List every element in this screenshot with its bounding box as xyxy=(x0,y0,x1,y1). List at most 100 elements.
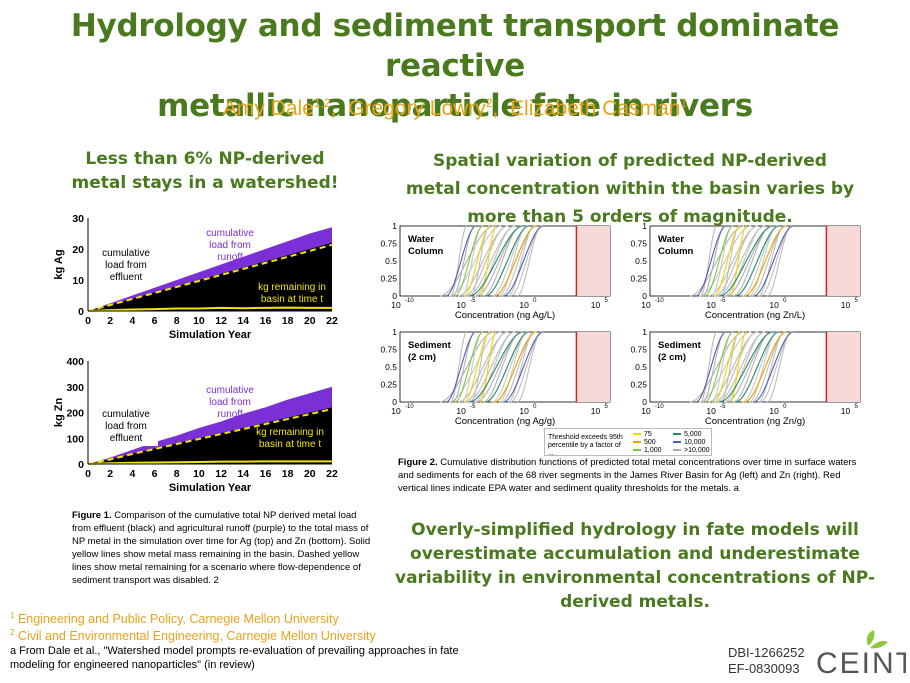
legend-item: 5,000 xyxy=(673,431,702,439)
legend-swatch xyxy=(633,449,641,452)
cdf-x-tick: 10 xyxy=(641,300,651,310)
logo-text: CEINT xyxy=(816,647,906,680)
left-heading-line: Less than 6% NP-derived xyxy=(85,149,325,169)
right-heading-line: metal concentration within the basin var… xyxy=(405,179,855,199)
cdf-y-tick: 1 xyxy=(642,221,647,231)
x-tick-label: 6 xyxy=(152,468,158,480)
panel-label-bg xyxy=(654,230,702,260)
cdf-x-tick-exponent: 0 xyxy=(783,404,787,410)
legend-label: 75 xyxy=(644,431,652,438)
conclusion-line: variability in environmental concentrati… xyxy=(394,568,876,588)
affiliation-sup: 2 xyxy=(10,628,15,637)
cdf-y-tick: 0.25 xyxy=(380,380,397,390)
cdf-curve xyxy=(695,331,727,403)
cdf-x-tick: 10 xyxy=(706,406,716,416)
cdf-x-tick: 10 xyxy=(706,300,716,310)
legend-swatch xyxy=(673,441,681,444)
y-tick-label: 300 xyxy=(66,382,84,394)
cdf-curve xyxy=(744,225,787,297)
panel-label: Water xyxy=(408,234,434,245)
ag-load-chart: 0 2 4 6 8 10 12 14 16 18 20 22 0 10 20 30 Simulation Yea… xyxy=(53,213,338,341)
remaining-line xyxy=(87,460,332,465)
x-tick-label: 12 xyxy=(215,315,227,327)
panel-label-bg xyxy=(654,336,702,366)
dashed-scenario-line xyxy=(87,243,333,312)
cdf-x-axis-label: Concentration (ng Ag/L) xyxy=(455,310,555,321)
y-tick-label: 0 xyxy=(78,459,84,471)
runoff-annotation: cumulative xyxy=(206,385,254,396)
cdf-x-tick-exponent: 5 xyxy=(855,404,859,410)
cdf-x-axis-label: Concentration (ng Zn/L) xyxy=(705,310,805,321)
cdf-y-tick: 0 xyxy=(642,397,647,407)
cdf-x-tick: 10 xyxy=(519,406,529,416)
panel-label: Column xyxy=(408,246,444,257)
cdf-x-tick-exponent: -5 xyxy=(470,404,476,410)
cdf-curve xyxy=(503,331,544,403)
legend-label: 500 xyxy=(644,439,656,446)
figure-1-caption: Figure 1. Comparison of the cumulative t… xyxy=(72,509,372,587)
cdf-curve xyxy=(735,225,780,297)
cdf-x-tick-exponent: -5 xyxy=(720,298,726,304)
legend-swatch xyxy=(633,433,641,436)
cdf-curve xyxy=(700,225,718,297)
cdf-curve xyxy=(450,225,468,297)
y-axis-label: kg Zn xyxy=(53,398,65,428)
legend-item: >10,000 xyxy=(673,447,710,455)
zn-load-chart: 0 2 4 6 8 10 12 14 16 18 20 22 0 100 200 300 400 Simulati… xyxy=(53,356,338,494)
figure-2-caption: Figure 2. Cumulative distribution functi… xyxy=(398,456,868,495)
cdf-y-tick: 0.5 xyxy=(385,256,397,266)
x-tick-label: 10 xyxy=(193,468,205,480)
cdf-x-tick-exponent: -10 xyxy=(405,298,414,304)
cdf-curve xyxy=(448,225,502,297)
x-tick-label: 18 xyxy=(282,468,294,480)
effluent-annotation: effluent xyxy=(110,433,143,444)
cdf-x-tick: 10 xyxy=(641,406,651,416)
y-tick-label: 10 xyxy=(72,275,84,287)
cdf-x-tick-exponent: 5 xyxy=(605,298,609,304)
cdf-curve xyxy=(689,331,745,403)
runoff-annotation: runoff xyxy=(217,252,243,263)
cdf-y-tick: 0.25 xyxy=(380,274,397,284)
cdf-curve xyxy=(494,225,537,297)
x-tick-label: 0 xyxy=(85,468,91,480)
cdf-curve xyxy=(479,225,497,297)
cdf-curve xyxy=(700,331,718,403)
legend-title: Threshold exceeds 95th xyxy=(548,434,623,441)
conclusion-line: derived metals. xyxy=(560,592,710,612)
legend-label: >10,000 xyxy=(684,447,710,454)
legend-label: 5,000 xyxy=(684,431,702,438)
panel-label: Sediment xyxy=(408,340,452,351)
runoff-annotation: load from xyxy=(209,240,251,251)
remaining-annotation: kg remaining in xyxy=(256,427,324,438)
cdf-curve xyxy=(753,225,794,297)
cdf-curve xyxy=(439,331,495,403)
cdf-y-tick: 0.25 xyxy=(630,274,647,284)
cdf-x-tick-exponent: -5 xyxy=(720,404,726,410)
annotation-bg xyxy=(94,245,158,285)
right-section-heading: Spatial variation of predicted NP-derive… xyxy=(390,147,870,231)
cdf-curve xyxy=(445,331,477,403)
dashed-scenario-line xyxy=(87,408,333,465)
x-tick-label: 8 xyxy=(174,315,180,327)
cdf-curve xyxy=(704,331,734,403)
left-section-heading: Less than 6% NP-derived metal stays in a… xyxy=(70,147,340,195)
cdf-curve xyxy=(713,331,741,403)
x-tick-label: 16 xyxy=(260,315,272,327)
x-axis-label: Simulation Year xyxy=(169,482,252,494)
cdf-x-tick: 10 xyxy=(841,406,851,416)
cdf-x-tick-exponent: 5 xyxy=(605,404,609,410)
cdf-curve xyxy=(454,225,484,297)
y-tick-label: 20 xyxy=(72,244,84,256)
author-list: Amy Dale1,2, Gregory Lowry2, Elizabeth C… xyxy=(222,96,688,120)
x-tick-label: 18 xyxy=(282,315,294,327)
cdf-x-tick-exponent: 5 xyxy=(855,298,859,304)
right-heading-line: Spatial variation of predicted NP-derive… xyxy=(433,151,827,171)
y-tick-label: 200 xyxy=(66,408,84,420)
y-tick-label: 0 xyxy=(78,306,84,318)
cdf-x-tick: 10 xyxy=(519,300,529,310)
panel-label: Column xyxy=(658,246,694,257)
y-tick-label: 30 xyxy=(72,213,84,225)
cdf-curve xyxy=(457,331,509,403)
cdf-curve xyxy=(479,331,497,403)
